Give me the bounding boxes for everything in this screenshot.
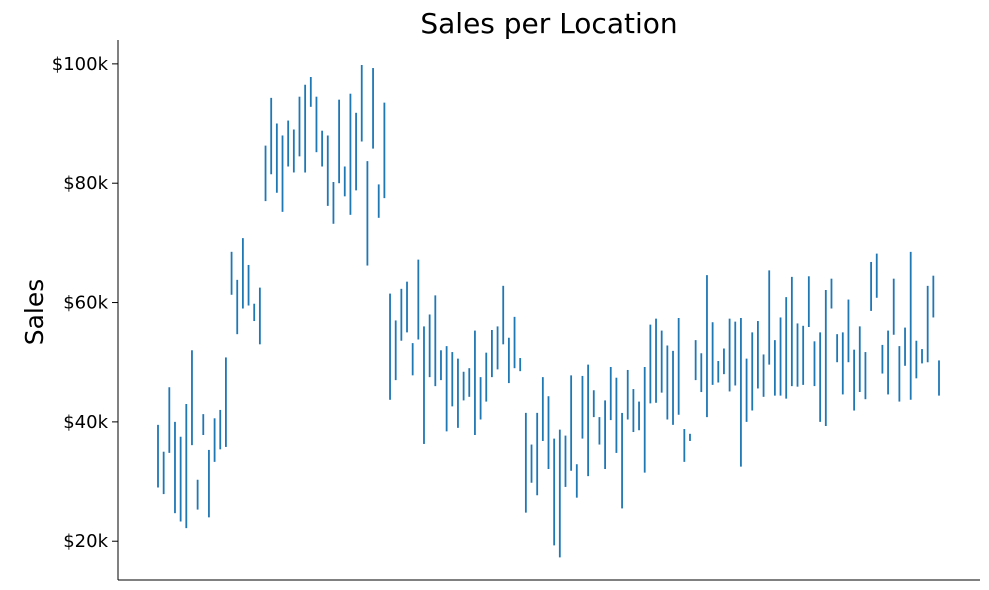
y-tick-label: $100k: [52, 54, 109, 75]
y-tick-label: $40k: [63, 412, 108, 433]
y-axis-label: Sales: [20, 279, 49, 346]
y-axis-ticks: $20k $40k $60k $80k $100k: [52, 54, 118, 552]
y-tick-label: $80k: [63, 173, 108, 194]
chart-title: Sales per Location: [420, 7, 677, 40]
y-tick-label: $20k: [63, 531, 108, 552]
range-lines: [157, 65, 940, 558]
y-tick-label: $60k: [63, 293, 108, 314]
